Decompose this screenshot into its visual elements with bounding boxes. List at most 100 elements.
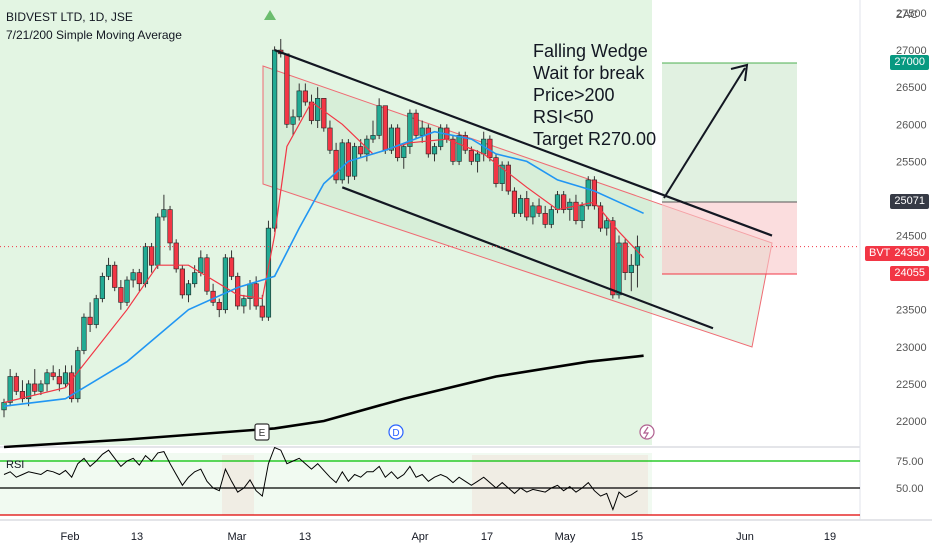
candle-body [438,127,444,147]
chart-title: BIDVEST LTD, 1D, JSE [6,10,133,24]
candle [228,250,235,281]
price-tick-label: 25500 [896,156,927,168]
candle-body [19,391,26,400]
candle [351,142,358,180]
candle [536,198,542,217]
stop-zone [662,202,797,274]
candle-body [474,153,481,162]
candle-body [173,242,179,270]
candle-body [62,372,69,385]
candle-body [548,209,554,225]
candle [327,120,333,154]
candle-body [468,149,475,162]
candle-body [284,53,290,125]
candle-body [517,198,524,214]
candle-body [44,372,50,385]
candle [25,380,32,407]
candle [597,202,604,232]
candle [32,369,38,396]
candle [394,124,401,162]
candle-body [321,98,327,129]
candle-body [628,264,634,273]
candle [38,380,44,396]
candle-body [413,112,419,136]
candle [235,272,241,310]
candle [431,142,438,162]
candle [567,198,573,221]
annotation-line-5: Target R270.00 [533,129,657,149]
candle-body [99,276,105,299]
price-tick-label: 26500 [896,82,927,94]
candle-body [142,246,149,285]
time-tick-label: Apr [411,531,428,543]
candle [290,109,296,136]
candle [407,109,413,154]
candle [370,120,376,143]
candle-body [616,242,622,296]
candle [604,217,610,236]
candle [610,217,616,299]
candle-body [554,194,561,210]
candle-body [253,283,259,307]
time-tick-label: 13 [131,531,143,543]
candle-body [462,135,468,151]
rsi-background [0,453,652,515]
candle-body [210,290,216,303]
candle-body [265,227,272,318]
candle [62,365,69,388]
candle-body [597,205,604,229]
candle [573,194,579,225]
candle [99,272,105,303]
candle [7,369,13,407]
candle [296,83,302,121]
candle-body [431,146,438,155]
candle [87,302,93,332]
candle-body [87,316,93,325]
candle [161,194,167,221]
candle [505,161,511,195]
candle [265,220,272,321]
candle-body [167,209,173,244]
stop-price-tag: 24055 [890,266,929,281]
candle [284,53,290,128]
candle [585,176,591,210]
ma-line-200 [3,354,644,449]
time-tick-label: 13 [299,531,311,543]
candle-body [499,164,505,184]
price-tick-label: 27500 [896,8,927,20]
breakout-arrow [663,67,746,199]
candle [339,139,345,184]
candle-body [505,164,511,192]
candle-body [69,372,75,400]
candle-body [241,298,247,307]
candle-body [118,287,124,303]
rsi-tick-label: 50.00 [896,483,924,495]
candle [333,142,339,184]
candle [185,280,192,303]
candle-body [271,49,278,229]
candle [93,294,99,329]
candle-body [450,138,456,162]
candle [167,205,173,251]
candle [474,150,481,173]
candle [450,135,456,166]
candle-body [112,264,118,288]
candle-body [130,272,136,281]
candle [13,372,19,396]
candle [44,369,50,392]
candle-body [585,179,591,207]
candle-body [567,201,573,210]
dividend-marker-label: D [392,428,399,439]
candle-body [161,209,167,218]
price-tick-label: 23500 [896,305,927,317]
candle-body [401,146,407,158]
candle [622,239,628,281]
annotation-line-2: Wait for break [533,63,645,83]
price-tick-label: 23000 [896,342,927,354]
earnings-marker-label: E [259,428,266,439]
annotation-line-3: Price>200 [533,85,615,105]
annotation-line-1: Falling Wedge [533,41,648,61]
indicator-label: 7/21/200 Simple Moving Average [6,28,182,42]
